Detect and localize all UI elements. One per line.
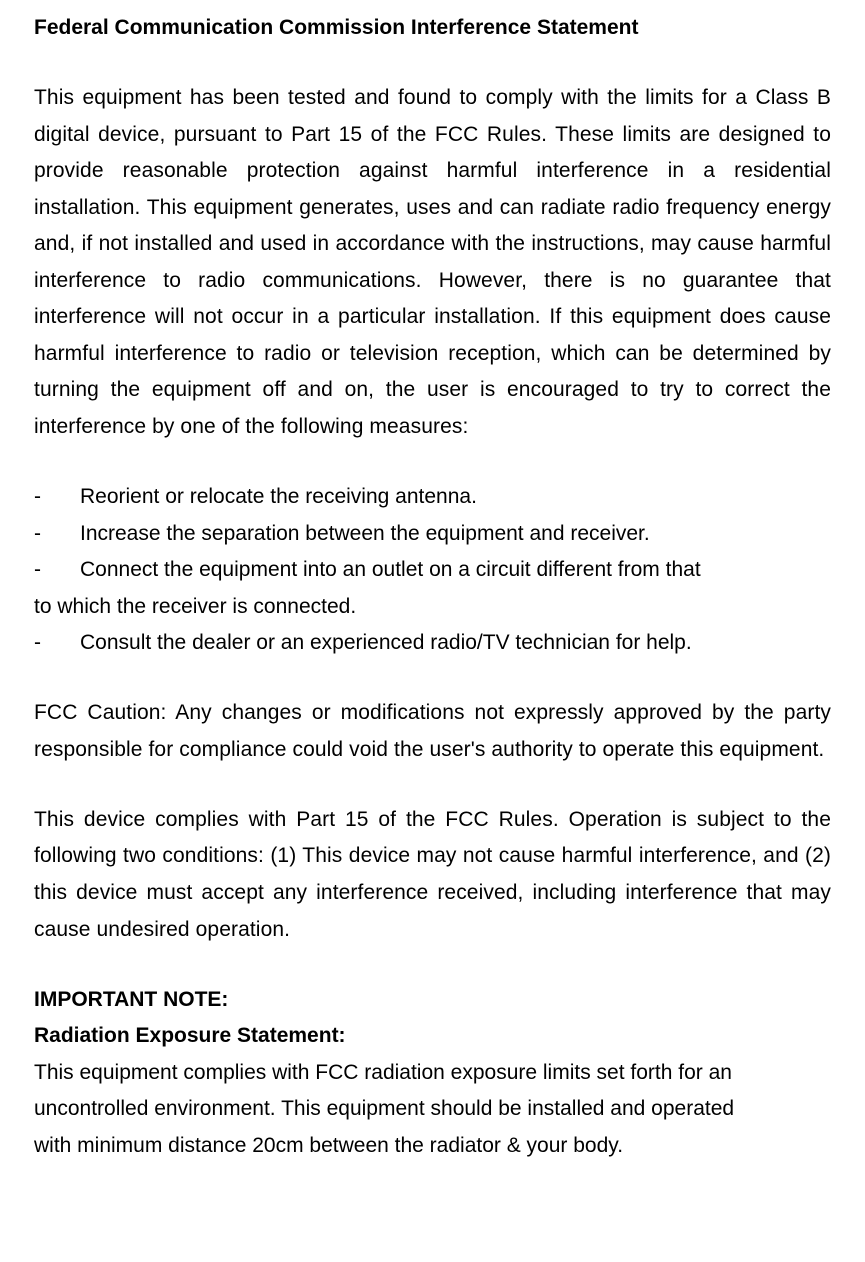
radiation-text-line: uncontrolled environment. This equipment… xyxy=(34,1091,831,1128)
radiation-text-line: This equipment complies with FCC radiati… xyxy=(34,1055,831,1092)
intro-paragraph: This equipment has been tested and found… xyxy=(34,80,831,445)
measures-list: - Reorient or relocate the receiving ant… xyxy=(34,479,831,662)
dash-icon: - xyxy=(34,516,80,553)
list-item-text: Reorient or relocate the receiving anten… xyxy=(80,479,831,516)
document-title: Federal Communication Commission Interfe… xyxy=(34,10,831,47)
important-note-section: IMPORTANT NOTE: Radiation Exposure State… xyxy=(34,982,831,1165)
part15-paragraph: This device complies with Part 15 of the… xyxy=(34,802,831,948)
list-item-text: Connect the equipment into an outlet on … xyxy=(80,552,831,589)
list-item-continuation: to which the receiver is connected. xyxy=(34,589,831,626)
radiation-text-line: with minimum distance 20cm between the r… xyxy=(34,1128,831,1165)
document-page: Federal Communication Commission Interfe… xyxy=(0,0,865,1262)
radiation-exposure-label: Radiation Exposure Statement: xyxy=(34,1018,831,1055)
dash-icon: - xyxy=(34,625,80,662)
list-item: - Increase the separation between the eq… xyxy=(34,516,831,553)
list-item-text: Increase the separation between the equi… xyxy=(80,516,831,553)
list-item: - Consult the dealer or an experienced r… xyxy=(34,625,831,662)
dash-icon: - xyxy=(34,552,80,589)
important-note-label: IMPORTANT NOTE: xyxy=(34,982,831,1019)
fcc-caution-paragraph: FCC Caution: Any changes or modification… xyxy=(34,695,831,768)
list-item: - Connect the equipment into an outlet o… xyxy=(34,552,831,589)
list-item-text: Consult the dealer or an experienced rad… xyxy=(80,625,831,662)
dash-icon: - xyxy=(34,479,80,516)
list-item: - Reorient or relocate the receiving ant… xyxy=(34,479,831,516)
